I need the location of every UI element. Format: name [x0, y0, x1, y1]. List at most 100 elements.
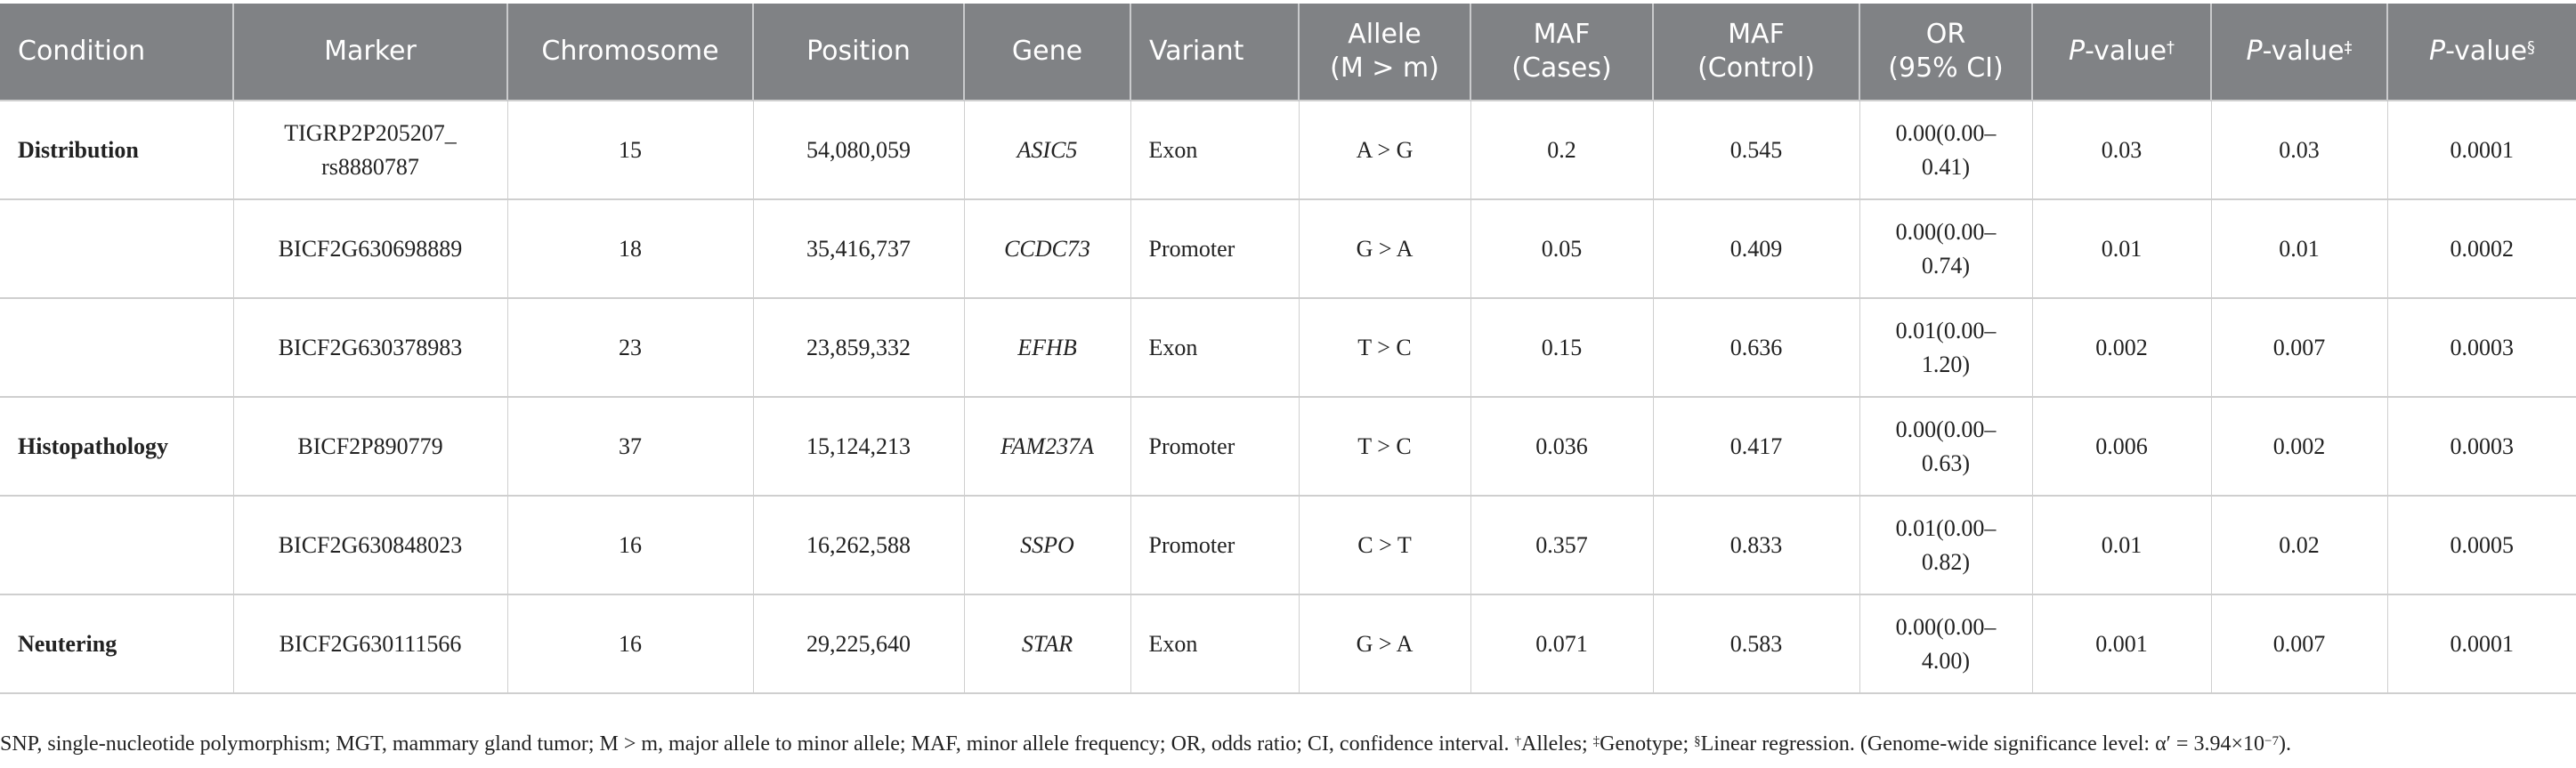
table-footnote: SNP, single-nucleotide polymorphism; MGT… — [0, 728, 2576, 760]
cell-maf-control-text: 0.409 — [1729, 235, 1783, 262]
table-row: BICF2G630848023 16 16,262,588 SSPO Promoter C… — [0, 496, 2576, 595]
cell-variant: Promoter — [1130, 397, 1300, 497]
header-label: Variant — [1149, 36, 1244, 67]
cell-p-value-regression-text: 0.0003 — [2450, 334, 2515, 360]
footnote-mark: ‡ — [1592, 734, 1600, 748]
cell-variant: Exon — [1130, 100, 1300, 200]
cell-variant: Promoter — [1130, 496, 1300, 595]
header-label: Position — [806, 36, 911, 67]
cell-or: 0.00(0.00– 4.00) — [1859, 594, 2033, 694]
header-chromosome: Chromosome — [507, 4, 754, 101]
cell-p-value-alleles: 0.03 — [2032, 100, 2212, 200]
results-table-wrapper: Condition Marker Chromosome Position Gen… — [0, 4, 2576, 694]
header-sublabel: (95% CI) — [1888, 53, 2004, 84]
cell-maf-control: 0.583 — [1653, 594, 1860, 694]
cell-or: 0.00(0.00– 0.63) — [1859, 397, 2033, 497]
cell-gene-text: SSPO — [1020, 531, 1074, 558]
header-label: MAF — [1728, 19, 1785, 50]
header-label: -value — [2445, 36, 2528, 67]
cell-position-text: 23,859,332 — [806, 334, 911, 360]
table-row: BICF2G630698889 18 35,416,737 CCDC73 Promote… — [0, 199, 2576, 299]
cell-p-value-genotype: 0.03 — [2211, 100, 2388, 200]
cell-position: 16,262,588 — [753, 496, 965, 595]
footnote-exponent: −7 — [2264, 734, 2279, 748]
cell-gene: ASIC5 — [964, 100, 1131, 200]
cell-p-value-genotype-text: 0.007 — [2272, 334, 2326, 360]
cell-condition — [0, 496, 234, 595]
cell-variant-text: Exon — [1148, 136, 1198, 163]
cell-maf-cases: 0.036 — [1470, 397, 1654, 497]
footnote-mark: † — [1514, 734, 1522, 748]
cell-chromosome: 16 — [507, 594, 754, 694]
cell-or-text-line2: 0.82) — [1921, 548, 1971, 575]
cell-p-value-alleles: 0.01 — [2032, 199, 2212, 299]
cell-or-text: 0.00(0.00– — [1895, 613, 1997, 640]
header-italic: P — [2428, 36, 2446, 67]
cell-p-value-alleles: 0.002 — [2032, 298, 2212, 398]
cell-variant-text: Exon — [1148, 334, 1198, 360]
cell-p-value-alleles-text: 0.001 — [2095, 630, 2148, 657]
cell-gene: STAR — [964, 594, 1131, 694]
header-label: Chromosome — [541, 36, 719, 67]
cell-position-text: 54,080,059 — [806, 136, 911, 163]
footnote-text: Genotype; — [1600, 732, 1695, 756]
cell-condition: Distribution — [0, 100, 234, 200]
footnote-text: ). — [2278, 732, 2291, 756]
cell-or-text-line2: 1.20) — [1921, 351, 1971, 377]
cell-maf-cases: 0.071 — [1470, 594, 1654, 694]
cell-gene-text: STAR — [1021, 630, 1073, 657]
header-marker: Marker — [233, 4, 508, 101]
cell-p-value-alleles: 0.006 — [2032, 397, 2212, 497]
cell-marker: BICF2G630111566 — [233, 594, 508, 694]
table-row: Distribution TIGRP2P205207_ rs8880787 15 54,… — [0, 100, 2576, 200]
cell-allele: G > A — [1299, 594, 1471, 694]
cell-p-value-regression-text: 0.0002 — [2450, 235, 2515, 262]
cell-maf-cases-text: 0.2 — [1547, 136, 1576, 163]
cell-maf-control: 0.833 — [1653, 496, 1860, 595]
cell-chromosome: 23 — [507, 298, 754, 398]
cell-p-value-regression: 0.0001 — [2387, 100, 2576, 200]
cell-position: 15,124,213 — [753, 397, 965, 497]
cell-or-text-line2: 4.00) — [1921, 647, 1971, 674]
footnote-mark: § — [1694, 734, 1701, 748]
cell-or-text: 0.01(0.00– — [1895, 317, 1997, 344]
cell-maf-cases: 0.05 — [1470, 199, 1654, 299]
cell-allele: T > C — [1299, 298, 1471, 398]
cell-p-value-genotype-text: 0.02 — [2279, 531, 2320, 558]
cell-marker-text: BICF2G630848023 — [278, 531, 463, 558]
cell-allele: A > G — [1299, 100, 1471, 200]
header-condition: Condition — [0, 4, 234, 101]
cell-allele-text: A > G — [1356, 136, 1414, 163]
cell-marker: BICF2G630848023 — [233, 496, 508, 595]
cell-maf-cases-text: 0.05 — [1541, 235, 1583, 262]
cell-condition — [0, 199, 234, 299]
cell-chromosome: 16 — [507, 496, 754, 595]
header-allele: Allele (M > m) — [1299, 4, 1471, 101]
cell-allele-text: G > A — [1356, 235, 1414, 262]
cell-or-text: 0.00(0.00– — [1895, 218, 1997, 245]
header-label: Marker — [324, 36, 417, 67]
cell-gene: SSPO — [964, 496, 1131, 595]
cell-marker: BICF2G630378983 — [233, 298, 508, 398]
cell-position: 29,225,640 — [753, 594, 965, 694]
cell-chromosome-text: 15 — [619, 136, 642, 163]
cell-variant-text: Promoter — [1148, 531, 1235, 558]
cell-chromosome: 18 — [507, 199, 754, 299]
footnote-text: SNP, single-nucleotide polymorphism; MGT… — [0, 732, 1515, 756]
header-footnote-mark: § — [2527, 38, 2536, 57]
snp-association-table: Condition Marker Chromosome Position Gen… — [0, 4, 2576, 694]
cell-marker-text-line2: rs8880787 — [321, 153, 419, 180]
header-maf-control: MAF (Control) — [1653, 4, 1860, 101]
cell-p-value-alleles: 0.01 — [2032, 496, 2212, 595]
cell-p-value-regression-text: 0.0005 — [2450, 531, 2515, 558]
header-footnote-mark: ‡ — [2344, 38, 2353, 57]
cell-position-text: 35,416,737 — [806, 235, 911, 262]
cell-p-value-regression: 0.0002 — [2387, 199, 2576, 299]
cell-maf-control: 0.409 — [1653, 199, 1860, 299]
footnote-text: Linear regression. (Genome-wide signific… — [1700, 732, 2264, 756]
cell-gene-text: ASIC5 — [1017, 136, 1078, 163]
cell-maf-cases-text: 0.071 — [1535, 630, 1588, 657]
cell-position: 23,859,332 — [753, 298, 965, 398]
cell-allele: T > C — [1299, 397, 1471, 497]
cell-or: 0.01(0.00– 0.82) — [1859, 496, 2033, 595]
